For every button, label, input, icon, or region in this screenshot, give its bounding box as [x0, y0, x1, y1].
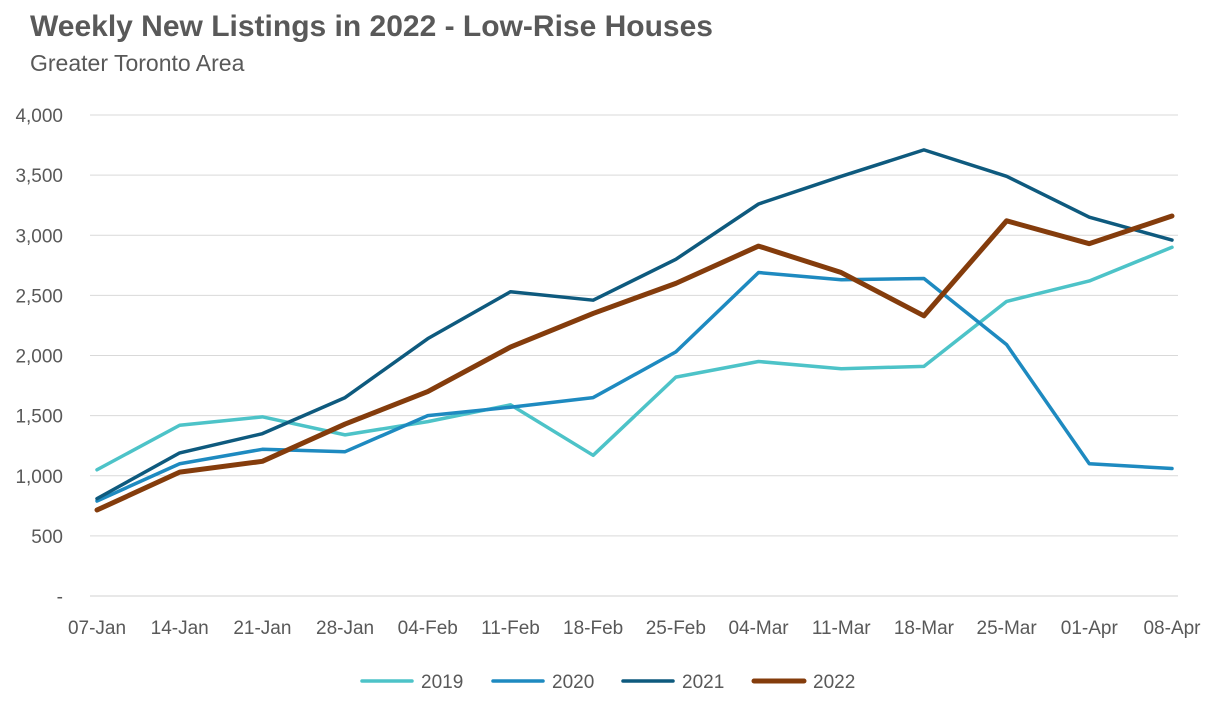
- series-2021: [95, 148, 1174, 501]
- x-tick-label: 04-Feb: [398, 618, 458, 639]
- x-tick-label: 04-Mar: [728, 618, 789, 639]
- chart-subtitle: Greater Toronto Area: [30, 50, 245, 76]
- series-line-2022: [94, 213, 1175, 513]
- x-tick-label: 25-Mar: [977, 618, 1038, 639]
- y-tick-label: 3,500: [15, 166, 63, 187]
- y-tick-label: 2,500: [15, 286, 63, 307]
- x-tick-label: 18-Mar: [894, 618, 955, 639]
- x-axis: 07-Jan 14-Jan 21-Jan 28-Jan 04-Feb 11-Feb 18-F…: [68, 618, 1201, 639]
- y-tick-label: -: [57, 587, 63, 608]
- x-tick-label: 07-Jan: [68, 618, 126, 639]
- series-line-2020: [95, 270, 1174, 503]
- series-2019: [95, 245, 1174, 472]
- y-tick-label: 1,500: [15, 407, 63, 428]
- legend-item-2022: 2022: [751, 672, 855, 693]
- y-tick-label: 1,000: [15, 467, 63, 488]
- legend-label: 2019: [421, 672, 463, 693]
- series-lines: [94, 148, 1175, 513]
- legend-label: 2021: [682, 672, 724, 693]
- legend-label: 2020: [552, 672, 594, 693]
- series-2020: [95, 270, 1174, 503]
- legend-label: 2022: [813, 672, 855, 693]
- y-tick-label: 2,000: [15, 347, 63, 368]
- y-tick-label: 3,000: [15, 226, 63, 247]
- x-tick-label: 14-Jan: [151, 618, 209, 639]
- series-2022: [94, 213, 1175, 513]
- legend: 2019 2020 2021 2022: [360, 672, 855, 693]
- legend-item-2019: 2019: [360, 672, 463, 693]
- x-tick-label: 25-Feb: [646, 618, 706, 639]
- series-line-2019: [95, 245, 1174, 472]
- x-tick-label: 11-Mar: [812, 618, 871, 639]
- y-tick-label: 500: [31, 527, 63, 548]
- x-tick-label: 08-Apr: [1143, 618, 1201, 639]
- chart-title: Weekly New Listings in 2022 - Low-Rise H…: [30, 10, 713, 43]
- legend-item-2021: 2021: [621, 672, 724, 693]
- x-tick-label: 11-Feb: [481, 618, 540, 639]
- x-tick-label: 28-Jan: [316, 618, 374, 639]
- x-tick-label: 01-Apr: [1061, 618, 1119, 639]
- series-line-2021: [95, 148, 1174, 501]
- legend-item-2020: 2020: [491, 672, 594, 693]
- y-tick-label: 4,000: [15, 106, 63, 127]
- y-axis: - 500 1,000 1,500 2,000 2,500 3,000 3,500 4,000: [15, 106, 63, 608]
- x-tick-label: 21-Jan: [233, 618, 291, 639]
- x-tick-label: 18-Feb: [563, 618, 623, 639]
